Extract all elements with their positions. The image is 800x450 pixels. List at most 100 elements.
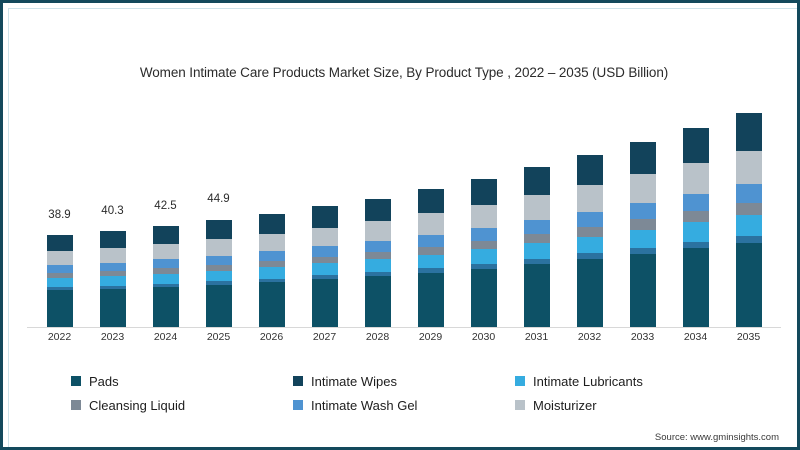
segment-intimate-wash-gel	[523, 220, 550, 235]
segment-intimate-lubricants	[258, 267, 285, 279]
x-axis-line	[27, 327, 781, 328]
segment-moisturizer	[417, 213, 444, 236]
segment-intimate-wipes-lower	[258, 278, 285, 283]
segment-intimate-lubricants	[46, 278, 73, 288]
segment-intimate-lubricants	[205, 270, 232, 282]
segment-cleansing-liquid	[735, 202, 762, 215]
legend-item-pads[interactable]: Pads	[71, 374, 293, 389]
segment-moisturizer	[46, 250, 73, 266]
stacked-bar	[417, 176, 444, 327]
bar-column	[722, 93, 775, 327]
segment-intimate-lubricants	[152, 273, 179, 284]
source-attribution: Source: www.gminsights.com	[654, 432, 779, 443]
segment-pads	[311, 279, 338, 327]
bar-column	[351, 93, 404, 327]
bar-column	[510, 93, 563, 327]
segment-intimate-wash-gel	[205, 255, 232, 266]
x-tick-2023: 2023	[100, 331, 125, 343]
legend-label: Intimate Lubricants	[533, 373, 643, 389]
bar-column: 40.3	[86, 93, 139, 327]
legend-swatch-icon	[71, 376, 81, 386]
legend-label: Cleansing Liquid	[89, 397, 186, 413]
segment-pads	[682, 248, 709, 327]
segment-intimate-wash-gel	[682, 193, 709, 212]
legend-swatch-icon	[515, 376, 525, 386]
segment-intimate-lubricants	[576, 236, 603, 254]
bar-value-label: 44.9	[207, 193, 230, 206]
segment-intimate-wipes-top	[629, 141, 656, 175]
segment-cleansing-liquid	[364, 252, 391, 260]
legend-item-intimate-wash-gel[interactable]: Intimate Wash Gel	[293, 398, 515, 413]
segment-intimate-lubricants	[735, 214, 762, 236]
stacked-bar	[258, 203, 285, 327]
legend-item-cleansing-liquid[interactable]: Cleansing Liquid	[71, 398, 293, 413]
bar-column	[404, 93, 457, 327]
segment-intimate-wipes-top	[311, 206, 338, 228]
segment-moisturizer	[735, 150, 762, 185]
stacked-bar	[682, 109, 709, 327]
x-tick-2022: 2022	[47, 331, 72, 343]
page-title: Women Intimate Care Products Market Size…	[139, 65, 669, 80]
x-tick-2034: 2034	[683, 331, 708, 343]
x-tick-2027: 2027	[312, 331, 337, 343]
legend-swatch-icon	[293, 400, 303, 410]
segment-intimate-wipes-lower	[629, 247, 656, 254]
segment-intimate-wipes-lower	[470, 263, 497, 269]
segment-cleansing-liquid	[311, 256, 338, 264]
segment-intimate-wipes-lower	[576, 253, 603, 260]
segment-moisturizer	[152, 243, 179, 260]
segment-cleansing-liquid	[523, 234, 550, 243]
segment-intimate-wash-gel	[311, 246, 338, 257]
stacked-bar	[470, 165, 497, 327]
segment-intimate-wipes-top	[46, 234, 73, 251]
segment-intimate-wipes-lower	[682, 241, 709, 249]
x-tick-2030: 2030	[471, 331, 496, 343]
segment-pads	[205, 284, 232, 327]
segment-moisturizer	[523, 195, 550, 221]
x-tick-2032: 2032	[577, 331, 602, 343]
segment-intimate-wipes-lower	[735, 235, 762, 243]
segment-intimate-lubricants	[470, 249, 497, 264]
x-tick-2028: 2028	[365, 331, 390, 343]
segment-intimate-wipes-lower	[364, 272, 391, 277]
segment-intimate-wash-gel	[364, 241, 391, 253]
legend-item-moisturizer[interactable]: Moisturizer	[515, 398, 737, 413]
segment-intimate-wash-gel	[417, 235, 444, 248]
bar-column	[457, 93, 510, 327]
segment-intimate-wipes-lower	[311, 275, 338, 280]
segment-pads	[523, 264, 550, 327]
segment-intimate-wash-gel	[576, 212, 603, 228]
legend-item-intimate-wipes[interactable]: Intimate Wipes	[293, 374, 515, 389]
bar-column	[245, 93, 298, 327]
segment-intimate-wipes-top	[523, 167, 550, 196]
legend-item-intimate-lubricants[interactable]: Intimate Lubricants	[515, 374, 737, 389]
x-tick-2029: 2029	[418, 331, 443, 343]
plot-area: 38.9 40.3 42.5 44.9	[33, 93, 775, 327]
x-tick-2026: 2026	[259, 331, 284, 343]
bar-series-container: 38.9 40.3 42.5 44.9	[33, 93, 775, 327]
segment-intimate-wipes-lower	[417, 268, 444, 273]
segment-intimate-lubricants	[682, 222, 709, 242]
legend-swatch-icon	[71, 400, 81, 410]
segment-intimate-wash-gel	[152, 259, 179, 269]
segment-intimate-wipes-top	[99, 231, 126, 249]
segment-intimate-wipes-top	[152, 226, 179, 244]
segment-intimate-wipes-lower	[152, 283, 179, 287]
stacked-bar	[735, 93, 762, 327]
segment-pads	[576, 259, 603, 327]
bar-column	[616, 93, 669, 327]
segment-moisturizer	[629, 174, 656, 204]
segment-cleansing-liquid	[682, 211, 709, 223]
bar-value-label: 42.5	[154, 199, 177, 212]
segment-intimate-wipes-lower	[205, 281, 232, 285]
segment-pads	[364, 276, 391, 327]
stacked-bar	[311, 195, 338, 327]
segment-cleansing-liquid	[417, 247, 444, 255]
segment-moisturizer	[576, 185, 603, 213]
legend-label: Moisturizer	[533, 397, 597, 413]
segment-pads	[99, 289, 126, 327]
segment-cleansing-liquid	[470, 240, 497, 250]
segment-cleansing-liquid	[576, 227, 603, 237]
segment-intimate-wipes-lower	[523, 258, 550, 265]
